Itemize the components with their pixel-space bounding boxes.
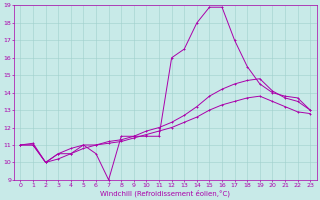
X-axis label: Windchill (Refroidissement éolien,°C): Windchill (Refroidissement éolien,°C) (100, 189, 230, 197)
